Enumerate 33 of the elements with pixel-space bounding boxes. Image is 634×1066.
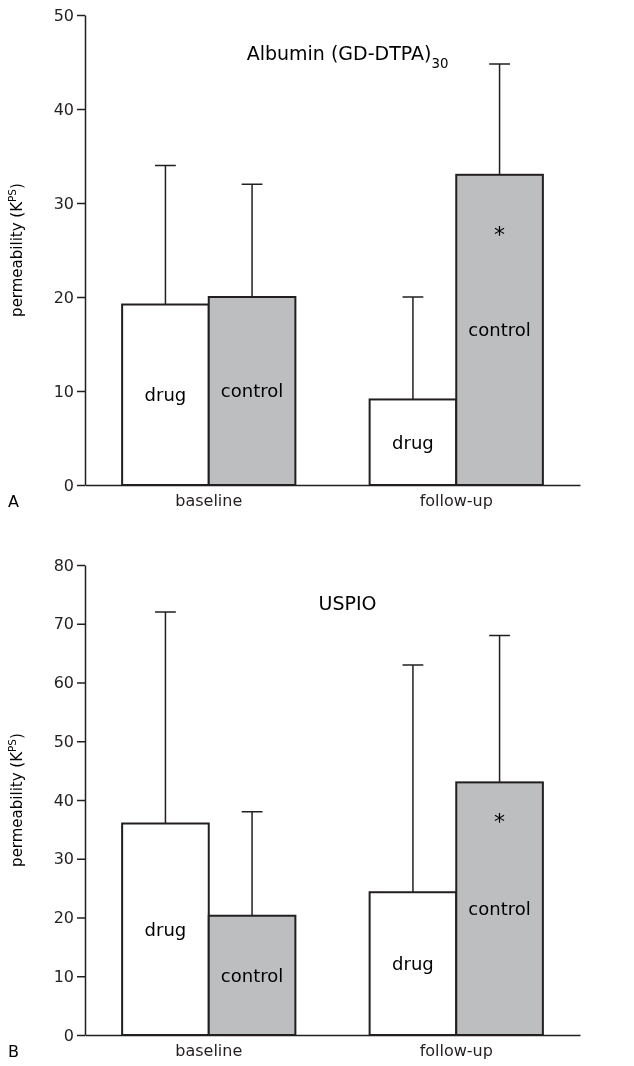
text: A: [8, 492, 19, 511]
annotation: *: [494, 808, 506, 834]
text: drug: [392, 952, 434, 974]
x-tick-label: baseline: [175, 491, 243, 511]
y-tick-label: 50: [53, 5, 74, 25]
text: control: [468, 319, 531, 341]
y-tick-label: 30: [53, 193, 74, 213]
y-tick-label: 0: [63, 1025, 74, 1045]
y-tick-label: 50: [53, 731, 74, 751]
y-tick-label: 60: [53, 673, 74, 693]
y-tick-label: 40: [53, 99, 74, 119]
y-tick-label: 80: [53, 555, 74, 575]
series-label: drug: [144, 384, 187, 406]
y-tick-label: 30: [53, 849, 74, 869]
series-label: control: [220, 380, 284, 402]
y-tick-label: 20: [53, 287, 74, 307]
y-tick-label: 0: [63, 475, 74, 495]
text: control: [468, 897, 531, 919]
x-tick-label: baseline: [175, 1041, 243, 1061]
text: drug: [392, 431, 434, 453]
series-label: control: [220, 964, 284, 986]
x-tick-label: follow-up: [419, 1041, 493, 1061]
text: USPIO: [318, 592, 377, 614]
y-tick-label: 20: [53, 908, 74, 928]
x-tick-label: follow-up: [419, 491, 493, 511]
y-tick-label: 70: [53, 614, 74, 634]
annotation: *: [494, 222, 506, 248]
y-tick-label: 10: [53, 966, 74, 986]
y-tick-label: 40: [53, 790, 74, 810]
y-tick-label: 10: [53, 381, 74, 401]
series-label: drug: [144, 918, 187, 940]
text: B: [8, 1042, 19, 1061]
text: Albumin (GD-DTPA)$_{30}$: [246, 42, 449, 71]
